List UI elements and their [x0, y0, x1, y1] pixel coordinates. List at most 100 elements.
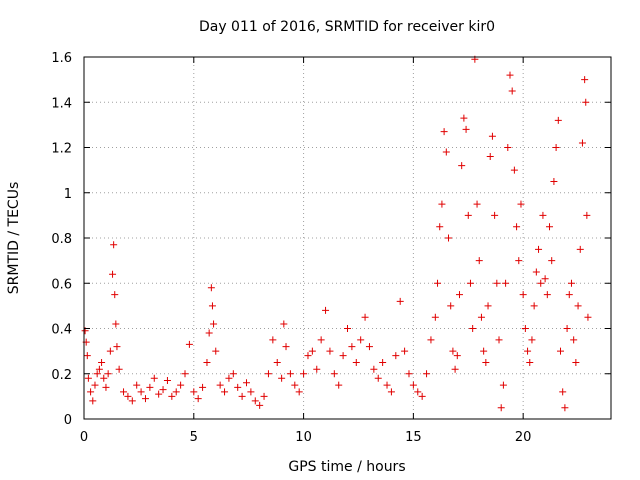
y-tick-label: 1: [64, 187, 72, 202]
data-point-marker: [383, 381, 391, 389]
axis-ticks: [83, 56, 611, 420]
data-point-marker: [469, 325, 477, 332]
data-point-marker: [546, 223, 554, 231]
data-point-marker: [567, 279, 575, 287]
data-point-marker: [524, 347, 532, 355]
data-point-marker: [374, 374, 382, 382]
data-point-marker: [91, 381, 99, 389]
data-point-marker: [572, 358, 580, 366]
data-point-marker: [570, 336, 578, 344]
data-point-marker: [521, 325, 529, 332]
data-point-marker: [104, 370, 112, 378]
data-point-marker: [111, 291, 119, 299]
data-point-marker: [159, 386, 167, 394]
x-tick-label: 0: [80, 430, 88, 445]
data-point-marker: [379, 358, 387, 366]
data-point-marker: [128, 397, 136, 405]
data-point-marker: [440, 128, 448, 136]
data-point-marker: [543, 291, 551, 299]
data-point-marker: [84, 374, 92, 382]
data-point-marker: [504, 144, 512, 151]
data-point-marker: [519, 291, 527, 299]
data-point-marker: [445, 234, 453, 242]
data-point-marker: [482, 358, 490, 366]
x-tick-label: 5: [190, 430, 198, 445]
data-point-marker: [177, 381, 185, 389]
data-point-marker: [578, 139, 586, 147]
data-point-marker: [203, 358, 211, 366]
x-axis-title: GPS time / hours: [288, 459, 405, 475]
data-point-marker: [455, 291, 463, 299]
data-point-marker: [260, 392, 268, 400]
data-point-marker: [133, 381, 141, 389]
data-point-marker: [194, 395, 202, 403]
y-tick-label: 0: [64, 413, 72, 428]
data-point-marker: [322, 306, 330, 314]
data-point-marker: [499, 381, 507, 389]
data-point-marker: [495, 336, 503, 344]
tick-labels: 0 5 10 15 20 0 0.2 0.4 0.6 0.8 1 1.2 1.4 1.6: [51, 51, 531, 445]
data-point-marker: [317, 336, 325, 344]
data-point-marker: [574, 302, 582, 310]
data-point-marker: [216, 381, 224, 389]
data-point-marker: [102, 383, 110, 391]
data-point-marker: [488, 132, 496, 140]
data-point-marker: [115, 365, 123, 373]
data-point-marker: [582, 98, 590, 106]
data-point-marker: [150, 374, 158, 382]
data-point-marker: [238, 392, 246, 400]
data-point-marker: [453, 352, 461, 360]
data-point-marker: [418, 392, 426, 400]
data-point-marker: [361, 313, 369, 321]
data-point-marker: [113, 343, 121, 351]
data-point-marker: [247, 388, 255, 396]
data-point-marker: [473, 200, 481, 208]
data-point-marker: [493, 279, 501, 287]
data-point-marker: [295, 388, 303, 396]
data-point-marker: [396, 297, 404, 305]
data-point-marker: [475, 257, 483, 265]
data-point-marker: [330, 370, 338, 378]
data-point-marker: [229, 370, 237, 378]
data-point-marker: [464, 211, 472, 219]
data-point-marker: [313, 365, 321, 373]
data-point-marker: [98, 358, 106, 366]
data-point-marker: [172, 388, 180, 396]
data-point-marker: [357, 336, 365, 344]
data-point-marker: [89, 397, 97, 405]
data-point-marker: [561, 404, 569, 412]
data-point-marker: [199, 383, 207, 391]
data-point-marker: [486, 153, 494, 161]
data-point-marker: [304, 352, 312, 360]
data-point-marker: [242, 379, 250, 387]
data-point-marker: [401, 347, 409, 355]
data-point-marker: [477, 313, 485, 321]
data-point-marker: [537, 279, 545, 287]
data-point-marker: [491, 211, 499, 219]
data-point-marker: [484, 302, 492, 310]
data-point-marker: [584, 313, 592, 321]
data-point-marker: [185, 340, 193, 348]
data-point-marker: [539, 211, 547, 219]
data-point-marker: [502, 279, 510, 287]
data-point-marker: [95, 365, 103, 373]
data-point-marker: [423, 370, 431, 378]
data-point-marker: [532, 268, 540, 276]
data-point-marker: [466, 279, 474, 287]
data-point-marker: [436, 223, 444, 231]
data-point-marker: [212, 347, 220, 355]
data-point-marker: [438, 200, 446, 208]
data-point-marker: [583, 211, 591, 219]
data-point-marker: [365, 343, 373, 351]
y-axis-title: SRMTID / TECUs: [6, 182, 22, 295]
y-tick-label: 0.2: [51, 368, 72, 383]
data-point-marker: [264, 370, 272, 378]
data-point-marker: [278, 374, 286, 382]
data-point-marker: [387, 388, 395, 396]
data-point-marker: [535, 245, 543, 253]
data-points: [81, 55, 592, 412]
data-point-marker: [434, 279, 442, 287]
x-tick-label: 15: [405, 430, 422, 445]
data-point-marker: [409, 381, 417, 389]
